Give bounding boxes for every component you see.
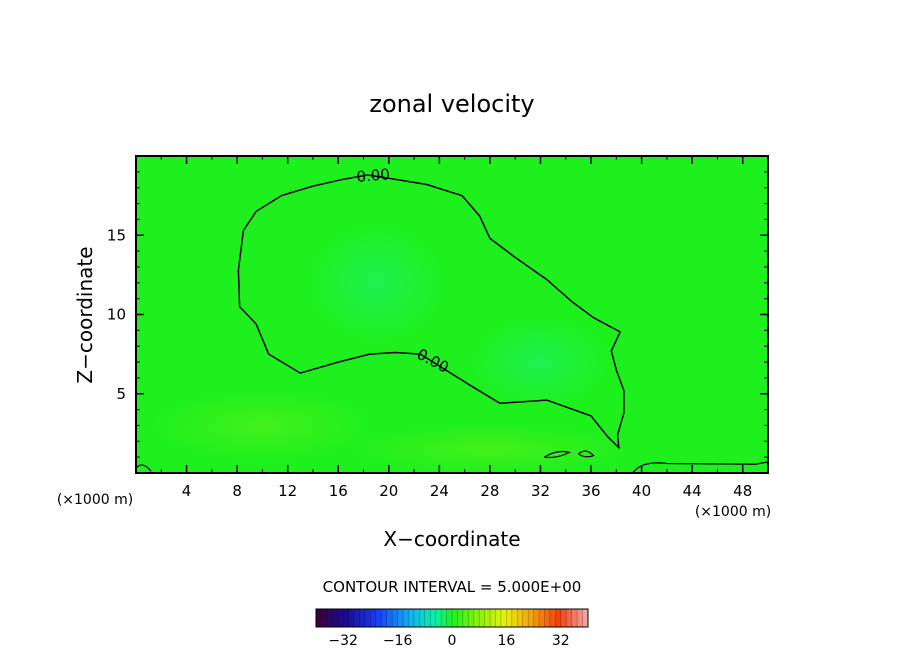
colorbar-cell (566, 609, 573, 627)
colorbar-cell (577, 609, 584, 627)
colorbar-tick-label: −16 (383, 633, 413, 649)
x-tick-label: 20 (379, 482, 398, 500)
x-tick-label: 28 (480, 482, 499, 500)
x-tick-label: 12 (278, 482, 297, 500)
x-unit-label-left: (×1000 m) (57, 492, 133, 508)
colorbar-cell (413, 609, 420, 627)
x-tick-label: 36 (581, 482, 600, 500)
colorbar-cell (571, 609, 578, 627)
colorbar-cell (370, 609, 377, 627)
contour-line-small (632, 461, 769, 474)
colorbar-tick-label: 0 (448, 633, 457, 649)
colorbar-tick-label: −32 (328, 633, 358, 649)
colorbar-cell (473, 609, 480, 627)
colorbar-cell (364, 609, 371, 627)
colorbar-cell (495, 609, 502, 627)
y-tick-label: 5 (116, 385, 126, 403)
colorbar-cell (490, 609, 497, 627)
contour-line-small (543, 450, 572, 459)
colorbar-frame (315, 608, 589, 628)
colorbar-cell (560, 609, 567, 627)
shade-region (306, 222, 447, 343)
colorbar-cell (452, 609, 458, 627)
contour-line (237, 174, 625, 450)
colorbar-tick-label: 16 (497, 633, 515, 649)
colorbar-cell (381, 609, 388, 627)
x-tick-label: 8 (232, 482, 242, 500)
y-axis-ticks: 5 10 15 (107, 171, 768, 458)
colorbar-cell (500, 609, 507, 627)
chart-title: zonal velocity (369, 90, 534, 118)
colorbar-cell (359, 609, 366, 627)
colorbar-cell (539, 609, 545, 627)
y-tick-label: 15 (107, 226, 126, 244)
colorbar-cell (506, 609, 513, 627)
colorbar-cell (484, 609, 491, 627)
x-tick-label: 32 (531, 482, 550, 500)
colorbar-cell (343, 609, 350, 627)
x-axis-label: X−coordinate (383, 527, 520, 551)
x-tick-label: 40 (632, 482, 651, 500)
colorbar-cell (435, 609, 442, 627)
colorbar-cell (479, 609, 486, 627)
colorbar-cell (511, 609, 518, 627)
colorbar-cell (321, 609, 328, 627)
colorbar-cell (430, 609, 437, 627)
contour-line-small (578, 450, 595, 458)
colorbar-cell (528, 609, 535, 627)
y-axis-label: Z−coordinate (73, 246, 97, 383)
contour-line-small (135, 464, 152, 472)
y-tick-label: 10 (107, 306, 126, 324)
contour-interval-label: CONTOUR INTERVAL = 5.000E+00 (323, 578, 582, 596)
colorbar-cell (354, 609, 361, 627)
colorbar-cell (397, 609, 404, 627)
colorbar-cell (348, 609, 355, 627)
colorbar-cell (446, 609, 453, 627)
x-axis-ticks: 4 8 12 16 20 24 28 32 36 40 44 48 (160, 156, 752, 500)
shade-region (349, 424, 630, 475)
shade-region (470, 317, 611, 408)
colorbar-ticks: −32 −16 0 16 32 (328, 633, 569, 649)
colorbar-cell (549, 609, 556, 627)
colorbar-cell (522, 609, 529, 627)
colorbar-cell (424, 609, 431, 627)
colorbar-cell (332, 609, 339, 627)
shade-region (152, 390, 373, 461)
colorbar-cell (441, 609, 448, 627)
colorbar-cell (517, 609, 524, 627)
colorbar-cell (555, 609, 562, 627)
colorbar-cell (582, 609, 589, 627)
heatmap-shading (152, 222, 630, 475)
contour-label: 0.00 (356, 165, 391, 186)
colorbar-cell (386, 609, 393, 627)
colorbar-cell (533, 609, 540, 627)
colorbar-cell (316, 609, 322, 627)
x-tick-label: 16 (329, 482, 348, 500)
colorbar-cell (375, 609, 382, 627)
colorbar-cell (326, 609, 333, 627)
x-unit-label-right: (×1000 m) (695, 504, 771, 520)
x-tick-label: 24 (430, 482, 449, 500)
x-tick-label: 4 (182, 482, 192, 500)
colorbar-cell (468, 609, 475, 627)
x-tick-label: 44 (683, 482, 702, 500)
colorbar-cell (457, 609, 464, 627)
colorbar-cell (544, 609, 551, 627)
colorbar-cell (337, 609, 344, 627)
colorbar-cell (462, 609, 469, 627)
colorbar-cell (408, 609, 415, 627)
colorbar-cell (403, 609, 409, 627)
colorbar-cell (392, 609, 399, 627)
colorbar-cell (419, 609, 426, 627)
x-tick-label: 48 (733, 482, 752, 500)
colorbar-cells (315, 609, 589, 627)
colorbar-tick-label: 32 (552, 633, 570, 649)
colorbar: −32 −16 0 16 32 (315, 608, 589, 649)
